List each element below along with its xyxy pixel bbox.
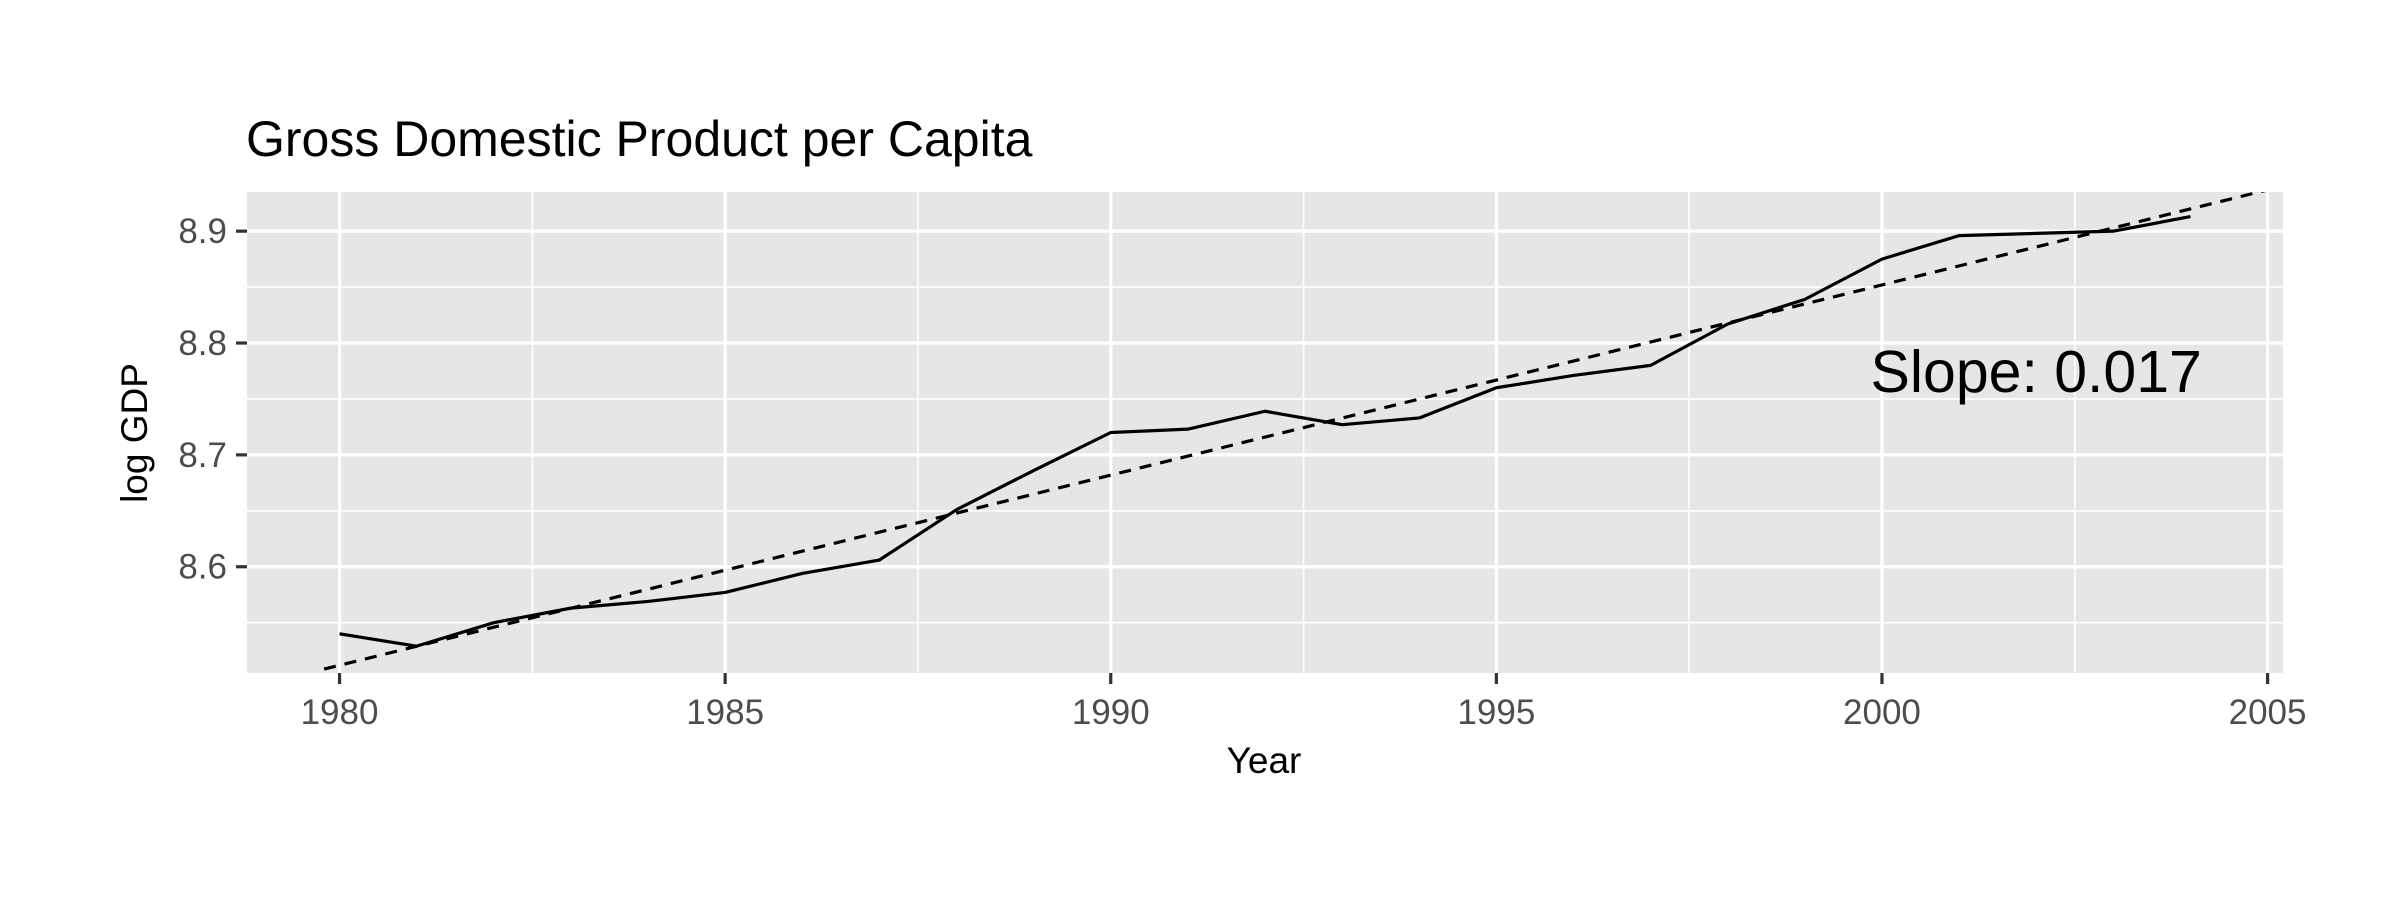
chart-title: Gross Domestic Product per Capita [246, 111, 1033, 167]
y-tick-label: 8.9 [178, 212, 227, 251]
x-tick-label: 2005 [2229, 693, 2307, 732]
annotation-layer: Slope: 0.017 [1871, 339, 2202, 405]
y-tick-label: 8.8 [178, 324, 227, 363]
slope-annotation: Slope: 0.017 [1871, 339, 2202, 405]
panel-background [247, 192, 2283, 673]
axes: 1980 1985 1990 1995 2000 2005 8.6 8.7 8.8 8.9 [178, 212, 2306, 732]
x-tick-label: 1990 [1072, 693, 1150, 732]
series-layer [323, 192, 2266, 671]
x-tick-label: 2000 [1843, 693, 1921, 732]
x-tick-label: 1995 [1457, 693, 1535, 732]
gdp-line [339, 215, 2191, 648]
plot-panel [247, 192, 2283, 673]
x-axis-title: Year [1227, 740, 1302, 781]
y-axis-title: log GDP [114, 363, 155, 503]
trend-line [323, 192, 2266, 671]
y-tick-label: 8.7 [178, 436, 227, 475]
x-tick-label: 1985 [686, 693, 764, 732]
y-tick-label: 8.6 [178, 548, 227, 587]
x-tick-label: 1980 [301, 693, 379, 732]
